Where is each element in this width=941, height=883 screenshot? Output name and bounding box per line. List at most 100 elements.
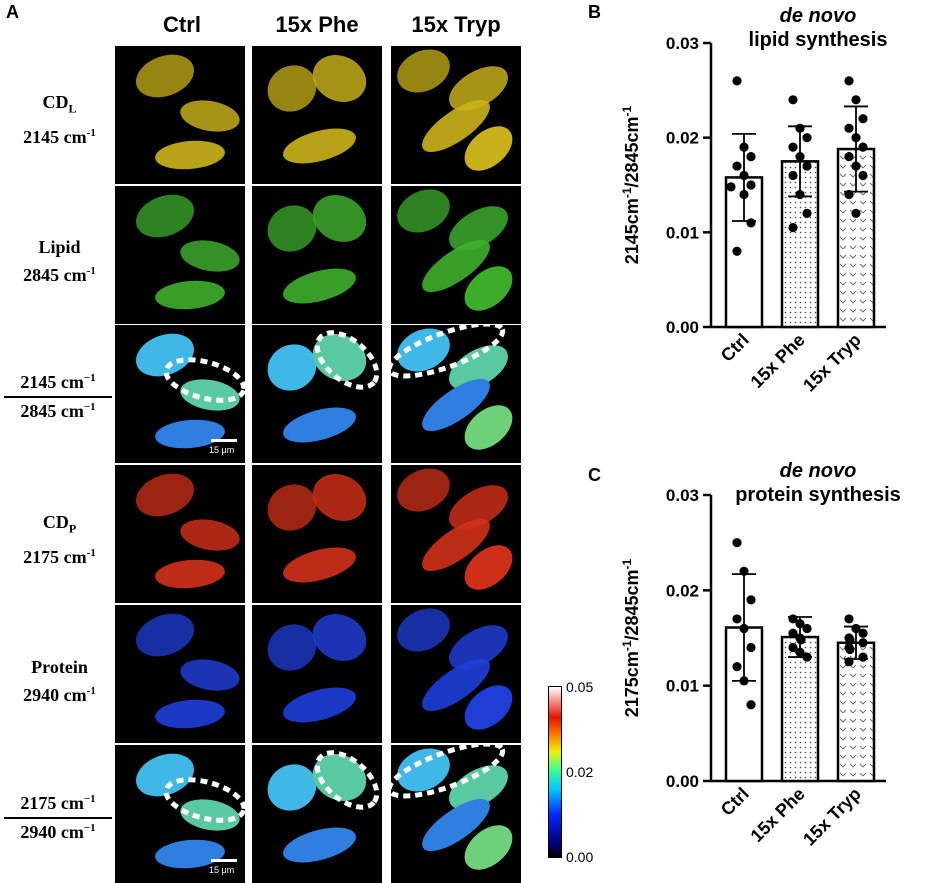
data-point [845,635,855,645]
micrograph-tile [252,46,382,184]
chart-title: lipid synthesis [749,29,888,51]
column-header-15x-phe: 15x Phe [275,12,359,37]
data-point [732,76,742,86]
scale-bar-label: 15 μm [209,445,235,455]
micrograph-tile [115,46,245,184]
chart-title-italic: de novo [780,5,857,27]
data-point [788,223,798,233]
data-point [726,182,736,192]
data-point [802,161,812,171]
y-tick-label: 0.01 [666,223,699,242]
data-point [795,647,805,657]
data-point [746,218,756,228]
panel-b-letter: B [588,2,601,22]
data-point [739,170,749,181]
row-label-protein: Protein 2940 cm-1 [23,657,96,705]
data-point [802,133,812,143]
micrograph-tile [115,605,245,743]
micrograph-tile: 15 μm [115,325,245,463]
micrograph-tile [252,605,382,743]
data-point [844,123,854,133]
y-tick-label: 0.00 [666,318,699,337]
data-point [858,142,868,152]
data-point [845,644,855,655]
micrograph-tile [391,605,521,743]
micrograph-tile [391,745,521,883]
data-point [732,161,742,171]
cell-outline [391,745,506,799]
data-point [851,208,861,218]
data-point [746,180,756,190]
row-label-ratio-protein: 2175 cm−1 2940 cm−1 [2,793,114,843]
y-tick-label: 0.02 [666,129,699,148]
colorbar [548,686,562,858]
micrograph-tile [115,465,245,603]
column-header-15x-tryp: 15x Tryp [411,12,501,37]
chart-title: protein synthesis [735,484,901,506]
y-tick-label: 0.03 [666,486,699,505]
data-point [739,142,749,152]
x-tick-label: Ctrl [717,784,753,820]
column-header-ctrl: Ctrl [163,12,201,37]
row-label-ratio-lipid: 2145 cm−1 2845 cm−1 [2,372,114,422]
scale-bar [211,859,237,862]
row-label-cdl: CDL 2145 cm-1 [23,92,96,147]
data-point [844,76,854,86]
data-point [844,657,854,667]
data-point [844,152,854,162]
row-label-cdp: CDP 2175 cm-1 [23,512,96,567]
row-label-lipid: Lipid 2845 cm-1 [23,237,96,285]
x-tick-label: 15x Tryp [799,784,865,850]
data-point [732,614,742,624]
micrograph-tile [252,325,382,463]
data-point [746,152,756,162]
data-point [844,614,854,624]
scale-bar [211,439,237,442]
data-point [739,566,749,576]
micrograph-tile [252,465,382,603]
data-point [795,189,805,200]
data-point [788,628,798,638]
data-point [858,114,868,124]
micrograph-tile [115,186,245,324]
data-point [858,652,868,662]
micrograph-tile [391,46,521,184]
data-point [788,95,798,105]
micrograph-tile [252,745,382,883]
bar-15x-phe [780,635,820,783]
data-point [844,189,854,200]
colorbar-tick-min: 0.00 [566,849,594,865]
micrograph-tile [391,186,521,324]
data-point [746,642,756,653]
data-point [858,628,868,638]
scale-bar-label: 15 μm [209,865,235,875]
micrograph-tile [252,186,382,324]
colorbar-tick-max: 0.05 [566,679,594,695]
data-point [739,676,749,686]
data-point [858,170,868,181]
y-tick-label: 0.01 [666,677,699,696]
y-axis-label: 2145cm-1/2845cm-1 [620,105,642,264]
y-tick-label: 0.03 [666,34,699,53]
colorbar-tick-mid: 0.02 [566,764,594,780]
data-point [788,614,798,624]
bar-15x-tryp [836,641,876,783]
data-point [851,95,861,105]
x-tick-label: 15x Tryp [799,330,865,396]
data-point [802,623,812,634]
chart-title-italic: de novo [780,460,857,482]
y-axis-label: 2175cm-1/2845cm-1 [620,558,642,717]
data-point [732,538,742,548]
micrograph-tile [391,465,521,603]
data-point [802,208,812,218]
y-tick-label: 0.02 [666,581,699,600]
cell-outline [163,777,245,823]
data-point [851,133,861,143]
data-point [796,635,806,645]
data-point [746,595,756,605]
micrograph-tile: 15 μm [115,745,245,883]
data-point [802,652,812,662]
data-point [795,123,805,133]
